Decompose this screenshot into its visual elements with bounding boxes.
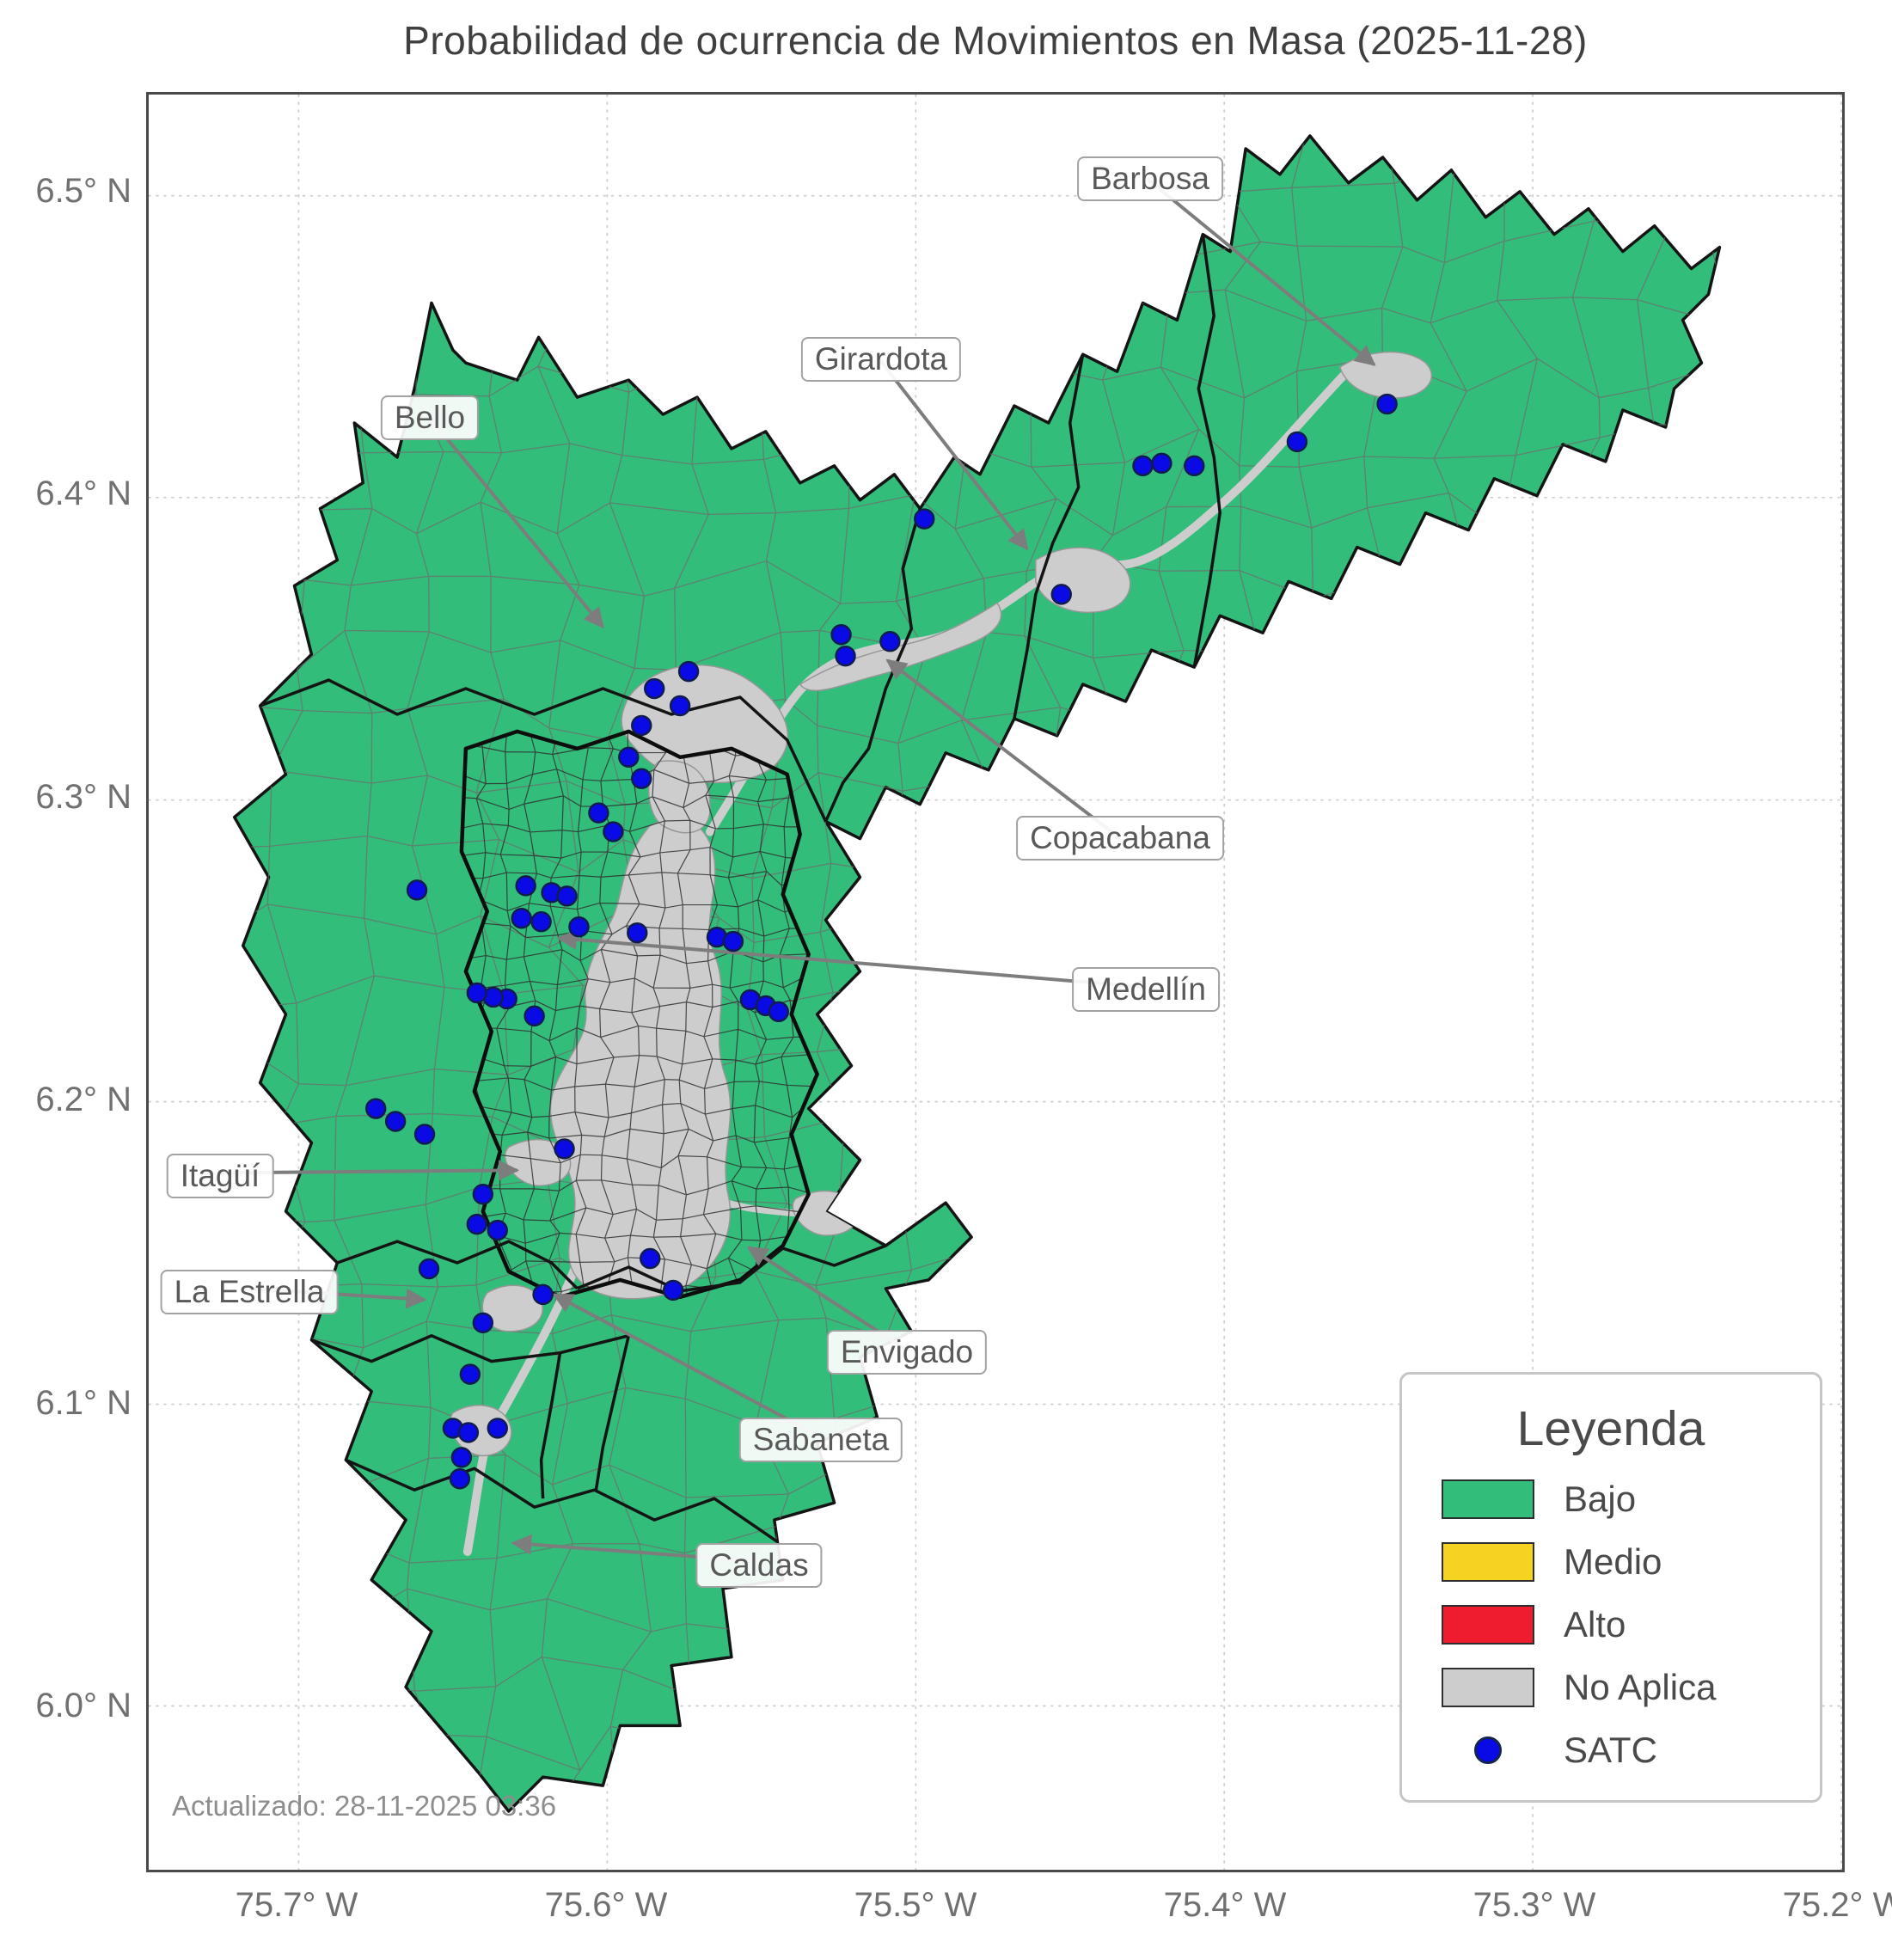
y-tick-label: 6.2° N: [35, 1081, 132, 1118]
y-tick-label: 6.5° N: [35, 172, 132, 210]
y-tick-label: 6.0° N: [35, 1687, 132, 1724]
map-label-girardota: Girardota: [800, 337, 962, 382]
legend-label-no-aplica: No Aplica: [1564, 1667, 1717, 1707]
urban-gray-san-felix: [310, 379, 357, 415]
map-label-itagui: Itagüí: [166, 1154, 274, 1198]
legend-label-alto: Alto: [1564, 1604, 1626, 1645]
x-tick-label: 75.6° W: [544, 1886, 668, 1924]
x-tick-label: 75.3° W: [1473, 1886, 1596, 1924]
x-tick-label: 75.4° W: [1163, 1886, 1287, 1924]
legend-satc-dot-icon: [1474, 1736, 1502, 1764]
satc-markers: [364, 393, 1398, 1490]
legend-label-bajo: Bajo: [1564, 1479, 1637, 1519]
legend-swatch-alto: [1442, 1605, 1534, 1645]
legend-swatch-bajo: [1442, 1479, 1534, 1519]
municipality-borders: [259, 234, 1222, 1543]
map-canvas: [149, 95, 1842, 1870]
legend-title: Leyenda: [1516, 1401, 1705, 1456]
chart-title: Probabilidad de ocurrencia de Movimiento…: [403, 18, 1588, 63]
legend-item-no-aplica: No Aplica: [1442, 1667, 1820, 1708]
legend-label-medio: Medio: [1564, 1541, 1662, 1582]
urban-gray-bello-south: [648, 760, 711, 834]
map-label-la-estrella: La Estrella: [160, 1270, 339, 1314]
map-label-envigado: Envigado: [826, 1330, 988, 1375]
legend-item-alto: Alto: [1442, 1604, 1820, 1645]
legend-item-satc: SATC: [1442, 1730, 1820, 1771]
map-label-medellin: Medellín: [1072, 967, 1220, 1012]
map-label-bello: Bello: [380, 395, 480, 440]
legend-label-satc: SATC: [1564, 1730, 1657, 1770]
x-tick-label: 75.2° W: [1782, 1886, 1892, 1924]
legend-swatch-no-aplica: [1442, 1668, 1534, 1707]
legend-swatch-medio: [1442, 1542, 1534, 1582]
legend-item-bajo: Bajo: [1442, 1479, 1820, 1520]
map-label-sabaneta: Sabaneta: [738, 1418, 903, 1462]
legend-item-medio: Medio: [1442, 1541, 1820, 1583]
plot-area: Barbosa Girardota Bello Copacabana Medellín I…: [146, 92, 1845, 1872]
legend: Leyenda Bajo Medio Alto No Aplica SATC: [1399, 1372, 1822, 1803]
map-label-caldas: Caldas: [695, 1543, 823, 1588]
map-label-barbosa: Barbosa: [1077, 156, 1223, 201]
y-tick-label: 6.1° N: [35, 1384, 132, 1422]
urban-comunas-outline: [459, 729, 819, 1300]
updated-timestamp: Actualizado: 28-11-2025 03:36: [172, 1790, 557, 1822]
urban-gray-medellin: [549, 818, 732, 1300]
y-tick-label: 6.4° N: [35, 475, 132, 512]
x-tick-label: 75.7° W: [235, 1886, 358, 1924]
map-label-copacabana: Copacabana: [1016, 816, 1224, 861]
y-tick-label: 6.3° N: [35, 778, 132, 816]
x-tick-label: 75.5° W: [854, 1886, 977, 1924]
